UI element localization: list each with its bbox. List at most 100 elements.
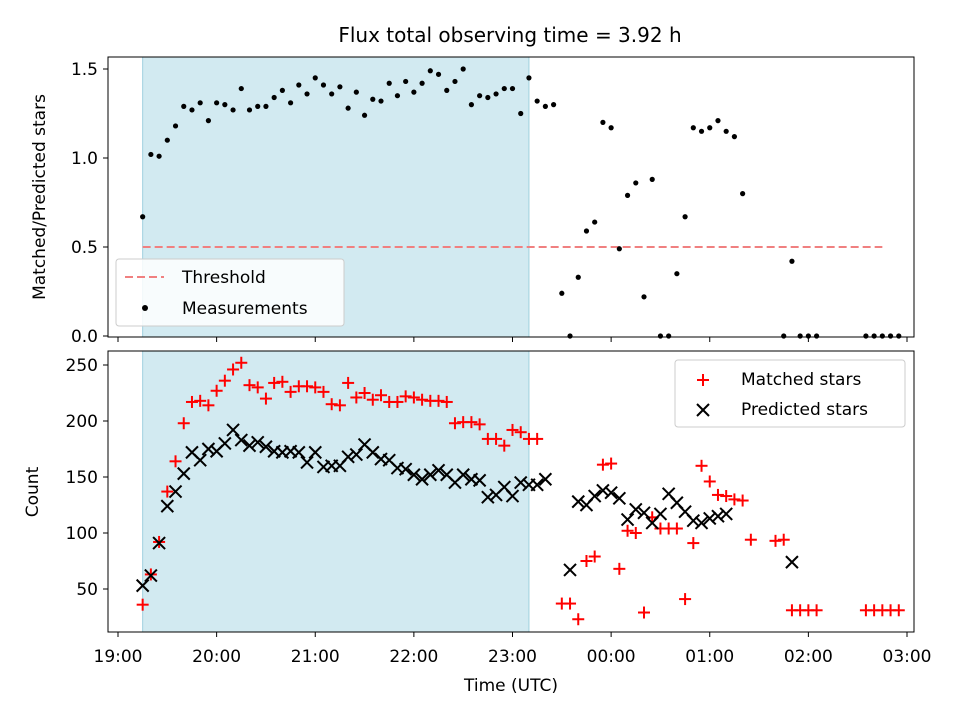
measurement-point [394, 93, 401, 99]
measurement-point [715, 118, 721, 124]
measurement-point [707, 125, 713, 131]
matched-star-point [596, 458, 609, 471]
bottom-y-axis-ticks: 50 100 150 200 250 [66, 356, 108, 600]
measurement-point [460, 66, 466, 72]
measurement-point [871, 333, 877, 339]
measurement-point [542, 103, 548, 109]
bottom-x-tick-label: 01:00 [685, 647, 734, 667]
top-y-tick-label: 1.5 [71, 60, 98, 80]
matched-star-point [498, 439, 511, 452]
matched-star-point [358, 387, 371, 399]
measurement-point [181, 103, 187, 109]
measurement-point [386, 80, 392, 86]
predicted-star-point [292, 445, 306, 460]
measurement-point [575, 274, 581, 280]
measurement-point [592, 219, 598, 225]
predicted-star-point [234, 433, 248, 447]
measurement-point [624, 192, 631, 198]
measurement-point [304, 91, 310, 97]
legend-matched-label: Matched stars [741, 370, 861, 390]
matched-star-point [136, 598, 149, 611]
bottom-axes-frame [107, 350, 915, 633]
measurement-point [550, 102, 557, 108]
matched-star-point [161, 485, 174, 498]
measurement-point [403, 78, 409, 85]
predicted-star-point [711, 509, 725, 523]
x-axis-label: Time (UTC) [463, 676, 558, 696]
matched-star-point [687, 537, 700, 550]
matched-star-point [416, 393, 429, 406]
bottom-y-tick-label: 50 [76, 580, 98, 600]
matched-star-point [744, 533, 757, 546]
predicted-star-points [135, 423, 799, 593]
matched-star-point [605, 457, 618, 470]
matched-star-point [514, 426, 527, 439]
matched-star-point [679, 593, 692, 606]
matched-star-point [194, 394, 207, 407]
predicted-star-point [168, 484, 183, 499]
predicted-star-point [637, 506, 651, 520]
predicted-star-point [530, 478, 544, 492]
matched-star-point [490, 432, 503, 445]
matched-star-point [580, 555, 593, 567]
matched-star-point [711, 488, 724, 501]
measurement-point [518, 110, 524, 117]
bottom-x-tick-label: 23:00 [488, 647, 537, 667]
predicted-star-point [177, 466, 191, 481]
predicted-star-point [349, 447, 364, 462]
bottom-y-axis-label: Count [23, 466, 43, 517]
matched-star-point [202, 399, 215, 412]
matched-star-point [892, 604, 905, 617]
predicted-star-point [481, 490, 495, 504]
measurement-point [682, 214, 688, 220]
predicted-star-point [612, 491, 627, 505]
predicted-star-point [308, 445, 322, 460]
measurement-point [427, 68, 433, 74]
measurement-point [666, 333, 672, 339]
measurement-point [887, 333, 894, 339]
matched-star-point [342, 376, 355, 389]
measurement-point [501, 85, 507, 92]
legend-measurements-swatch [142, 305, 148, 311]
measurement-point [263, 103, 269, 109]
measurement-point [526, 75, 532, 81]
matched-star-point [185, 395, 198, 408]
measurement-point [345, 105, 351, 111]
matched-star-point [736, 494, 749, 507]
matched-star-point [448, 417, 461, 430]
predicted-star-point [407, 468, 421, 482]
predicted-star-point [514, 475, 528, 490]
measurement-point [674, 271, 680, 277]
top-x-axis-ticks [117, 337, 908, 342]
matched-star-point [243, 379, 256, 392]
matched-star-point [670, 522, 683, 535]
measurement-point [337, 84, 343, 90]
bottom-x-tick-label: 19:00 [94, 647, 143, 667]
matched-star-point [572, 613, 585, 626]
measurement-point [140, 214, 146, 220]
matched-star-point [810, 604, 823, 617]
measurement-point [616, 246, 622, 252]
measurement-point [378, 98, 384, 104]
predicted-star-point [719, 507, 733, 521]
matched-star-point [309, 381, 322, 394]
top-y-tick-label: 0.5 [71, 238, 98, 258]
measurement-point [723, 128, 729, 134]
predicted-star-point [571, 494, 585, 509]
measurement-point [797, 333, 803, 339]
measurement-point [230, 107, 236, 113]
matched-star-point [325, 398, 338, 411]
measurement-point [320, 82, 327, 88]
predicted-star-point [300, 455, 314, 470]
measurement-point [649, 176, 655, 182]
measurement-point [214, 100, 220, 106]
predicted-star-point [201, 442, 216, 456]
bottom-x-tick-label: 22:00 [389, 647, 438, 667]
predicted-star-point [366, 445, 380, 460]
measurement-point [600, 119, 606, 125]
measurement-point [148, 151, 154, 158]
predicted-star-point [226, 423, 240, 437]
measurement-point [468, 102, 475, 108]
bottom-x-tick-label: 02:00 [784, 647, 833, 667]
measurement-point [255, 103, 261, 109]
